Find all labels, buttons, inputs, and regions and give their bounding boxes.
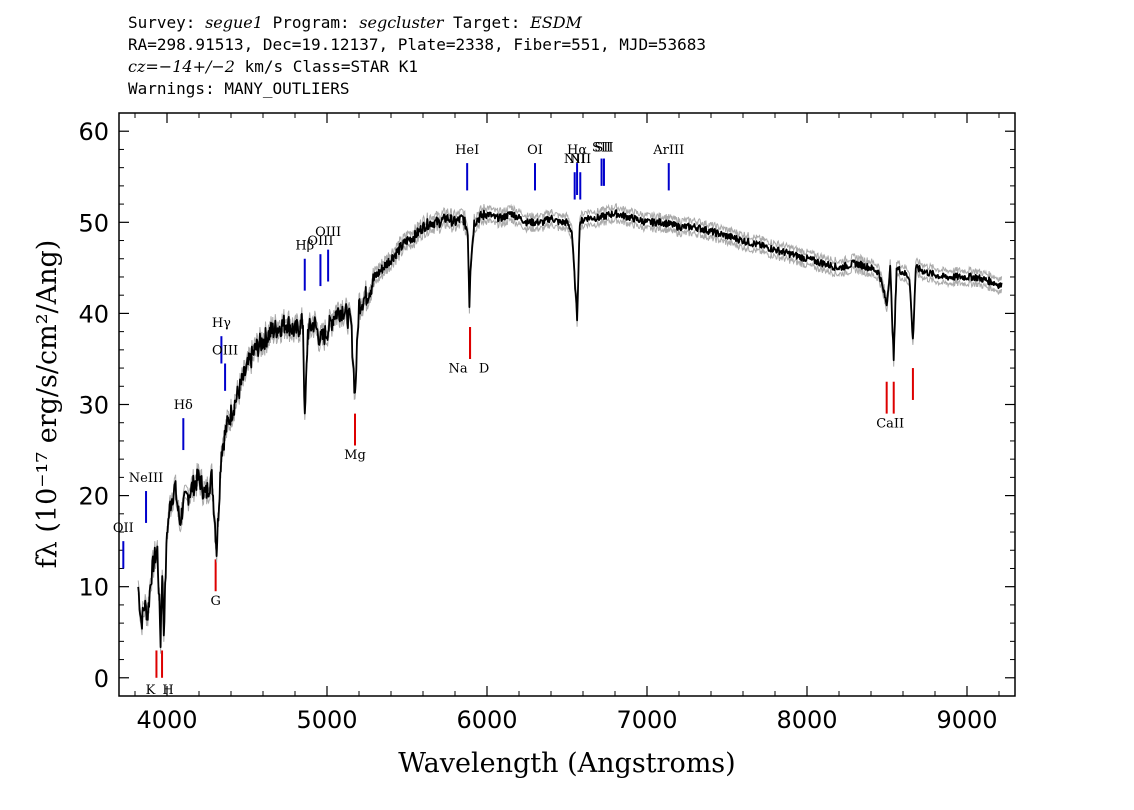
emission-line-label: NeIII [129, 471, 163, 486]
y-tick-label: 40 [78, 300, 109, 328]
program-value: segcluster [359, 13, 444, 32]
emission-line-label: Hδ [174, 398, 193, 413]
header-coords: RA=298.91513, Dec=19.12137, Plate=2338, … [128, 35, 706, 54]
absorption-line-label: K [146, 683, 156, 698]
x-tick-label: 4000 [136, 706, 197, 734]
error-lower [137, 215, 1003, 654]
y-tick-label: 30 [78, 392, 109, 420]
y-tick-label: 20 [78, 483, 109, 511]
absorption-line-label: CaII [876, 416, 904, 431]
target-value: ESDM [530, 13, 582, 32]
target-label: Target: [453, 13, 521, 32]
emission-line-label: SII [594, 140, 613, 155]
emission-line-label: SII [592, 140, 611, 155]
x-tick-label: 6000 [456, 706, 517, 734]
y-tick-label: 50 [78, 209, 109, 237]
y-tick-label: 10 [78, 574, 109, 602]
y-tick-label: 60 [78, 118, 109, 146]
y-tick-label: 0 [94, 665, 109, 693]
emission-line-label: OII [113, 521, 134, 536]
header-warnings: Warnings: MANY_OUTLIERS [128, 79, 350, 98]
emission-line-label: Hα [567, 143, 587, 158]
emission-line-label: OI [527, 143, 543, 158]
absorption-line-label: Mg [344, 448, 366, 463]
absorption-line-label: D [479, 362, 489, 377]
emission-line-label: OIII [212, 343, 238, 358]
emission-line-label: OIII [315, 225, 341, 240]
emission-line-label: OIII [307, 234, 333, 249]
header-line-1: Survey: segue1 Program: segcluster Targe… [128, 12, 706, 34]
survey-label: Survey: [128, 13, 196, 32]
redshift-value: cz=−14+/−2 [128, 57, 235, 76]
header-block: Survey: segue1 Program: segcluster Targe… [128, 12, 706, 100]
header-line-3: cz=−14+/−2 km/s Class=STAR K1 [128, 56, 706, 78]
x-tick-label: 8000 [776, 706, 837, 734]
emission-line-label: NII [564, 152, 586, 167]
spectrum-series-line [137, 209, 1003, 649]
x-tick-label: 5000 [296, 706, 357, 734]
emission-line-label: Hβ [295, 239, 314, 254]
absorption-line-label: H [162, 683, 173, 698]
x-axis-title: Wavelength (Angstroms) [398, 748, 735, 779]
program-label: Program: [272, 13, 350, 32]
class-text: km/s Class=STAR K1 [234, 57, 418, 76]
series-layer [137, 203, 1003, 654]
x-tick-label: 9000 [936, 706, 997, 734]
plot-frame [118, 112, 1016, 697]
emission-line-label: ArIII [652, 143, 684, 158]
emission-line-label: NII [569, 152, 591, 167]
absorption-line-label: G [210, 594, 220, 609]
x-tick-label: 7000 [616, 706, 677, 734]
axis-ticks: 4000 5000 6000 7000 8000 9000 0 10 20 30 40 50 60 [78, 112, 1015, 734]
survey-value: segue1 [205, 13, 263, 32]
emission-line-label: HeI [455, 143, 479, 158]
y-axis-title: fλ (10⁻¹⁷ erg/s/cm²/Ang) [32, 240, 63, 569]
emission-line-label: Hγ [212, 316, 231, 331]
absorption-line-label: Na [448, 362, 467, 377]
